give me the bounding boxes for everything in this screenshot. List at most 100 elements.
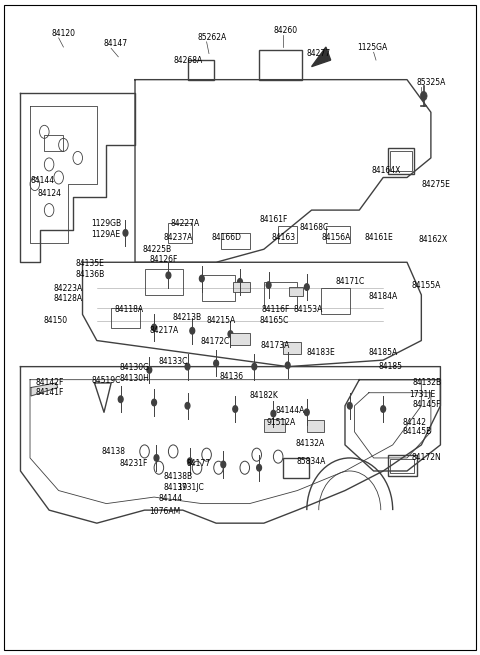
Text: 84142: 84142 <box>402 418 426 426</box>
Text: 84144A: 84144A <box>276 407 305 415</box>
Text: 84161E: 84161E <box>364 233 393 242</box>
Circle shape <box>285 362 290 369</box>
Text: 84161F: 84161F <box>259 215 288 225</box>
Text: 84177: 84177 <box>187 458 211 468</box>
Bar <box>390 151 412 171</box>
Circle shape <box>252 364 257 370</box>
Text: 84156A: 84156A <box>321 233 350 242</box>
Circle shape <box>123 230 128 236</box>
Text: 84147: 84147 <box>104 39 128 48</box>
Circle shape <box>348 403 352 409</box>
Text: 84116F: 84116F <box>262 305 290 314</box>
Text: 84128A: 84128A <box>54 293 83 303</box>
Text: 84138B: 84138B <box>164 472 193 481</box>
Text: 84213B: 84213B <box>172 313 201 322</box>
Text: 84225B: 84225B <box>142 245 171 253</box>
Text: 84130H: 84130H <box>120 374 150 383</box>
Text: 85325A: 85325A <box>417 79 446 87</box>
Circle shape <box>190 328 195 334</box>
Circle shape <box>152 324 156 331</box>
Circle shape <box>185 364 190 370</box>
Bar <box>288 287 303 296</box>
Bar <box>221 233 250 250</box>
Text: 84118A: 84118A <box>115 305 144 314</box>
Circle shape <box>214 360 218 367</box>
Text: 84141F: 84141F <box>36 388 64 397</box>
Text: 84268A: 84268A <box>173 56 203 65</box>
Text: 84166D: 84166D <box>211 233 241 242</box>
Text: 84182K: 84182K <box>250 392 278 400</box>
Circle shape <box>199 275 204 282</box>
Circle shape <box>118 396 123 403</box>
Text: 84277: 84277 <box>307 49 331 58</box>
Text: 84168C: 84168C <box>300 223 329 233</box>
Circle shape <box>238 278 242 285</box>
Text: 84124: 84124 <box>37 189 61 198</box>
Bar <box>168 223 192 243</box>
Circle shape <box>381 405 385 412</box>
Text: 84227A: 84227A <box>171 219 200 228</box>
Text: 84185A: 84185A <box>369 348 398 357</box>
Bar <box>283 342 301 354</box>
Text: 84136B: 84136B <box>75 269 105 278</box>
Text: 84519C: 84519C <box>91 377 120 386</box>
Text: 84144: 84144 <box>159 494 183 503</box>
Text: 84142F: 84142F <box>36 379 64 388</box>
Circle shape <box>228 331 233 337</box>
Text: 84144: 84144 <box>31 176 55 185</box>
Bar <box>326 227 350 243</box>
Circle shape <box>147 367 152 373</box>
Text: 1129GB: 1129GB <box>91 219 121 228</box>
Text: 91512A: 91512A <box>267 418 296 426</box>
Circle shape <box>233 405 238 412</box>
Text: 84231F: 84231F <box>120 458 148 468</box>
Text: 84138: 84138 <box>102 447 126 456</box>
Text: 84130G: 84130G <box>120 364 150 373</box>
Bar <box>144 269 183 295</box>
Bar <box>307 420 324 432</box>
Text: 84275E: 84275E <box>421 179 450 189</box>
Bar <box>388 148 414 174</box>
Text: 84136: 84136 <box>220 372 244 381</box>
Text: 85262A: 85262A <box>197 33 226 42</box>
Text: 84172N: 84172N <box>412 453 442 462</box>
Text: 84237A: 84237A <box>164 233 193 242</box>
Polygon shape <box>312 47 331 67</box>
Text: 84120: 84120 <box>51 29 75 39</box>
Bar <box>259 50 302 80</box>
Text: 84184A: 84184A <box>369 291 398 301</box>
Text: 84260: 84260 <box>274 26 298 35</box>
Text: 84215A: 84215A <box>206 316 236 326</box>
Text: 84153A: 84153A <box>293 305 323 314</box>
Circle shape <box>166 272 171 278</box>
Text: 84139: 84139 <box>164 483 188 492</box>
Bar <box>390 458 414 473</box>
Text: 84135E: 84135E <box>75 259 104 268</box>
Circle shape <box>257 464 262 471</box>
Text: 84173A: 84173A <box>260 341 289 350</box>
Text: 84150: 84150 <box>43 316 68 326</box>
Text: 84145B: 84145B <box>402 427 432 436</box>
Text: 84223A: 84223A <box>54 284 83 293</box>
Circle shape <box>154 455 159 461</box>
Text: 84172C: 84172C <box>201 337 230 346</box>
Bar <box>321 288 350 314</box>
Text: 84132B: 84132B <box>413 379 442 388</box>
Text: 84126F: 84126F <box>149 255 178 263</box>
Bar <box>188 60 214 80</box>
Text: 84164X: 84164X <box>371 166 401 176</box>
Text: 84217A: 84217A <box>149 326 179 335</box>
Circle shape <box>152 400 156 405</box>
Text: 84183E: 84183E <box>307 348 336 357</box>
Bar <box>233 282 250 291</box>
Text: 84132A: 84132A <box>295 439 324 448</box>
Bar <box>111 308 140 328</box>
Text: 84145F: 84145F <box>413 400 441 409</box>
Bar <box>202 275 235 301</box>
Circle shape <box>185 403 190 409</box>
Bar <box>44 135 63 151</box>
Circle shape <box>420 92 427 100</box>
Text: 1125GA: 1125GA <box>357 43 387 52</box>
Circle shape <box>266 282 271 288</box>
Text: 84133C: 84133C <box>159 357 188 366</box>
